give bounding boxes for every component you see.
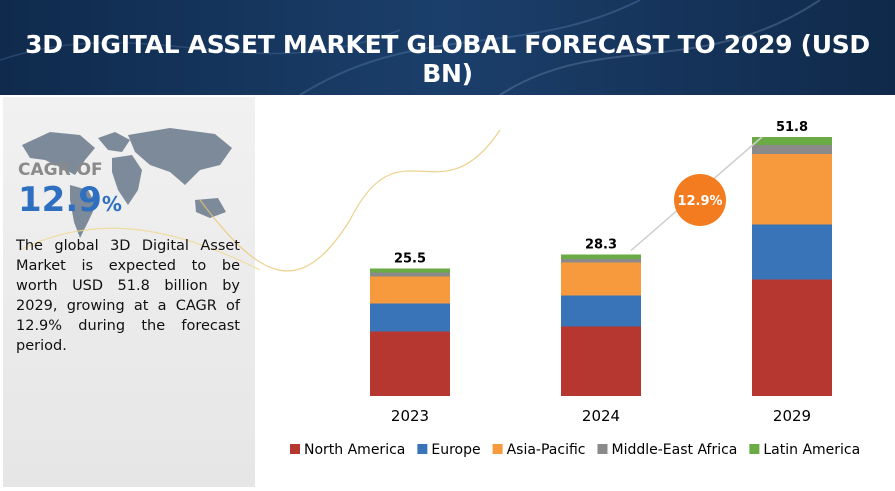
decor-curve [199,129,501,272]
bar-segment [370,331,450,396]
bar-segment [752,279,832,396]
bar-segment [370,303,450,332]
legend-swatch [749,444,760,454]
bar-segment [561,262,641,296]
legend-label: Europe [431,442,480,458]
bar-segment [752,154,832,225]
cagr-unit: % [101,192,122,216]
legend-label: Latin America [763,442,860,458]
annotation: 12.9% [677,194,722,209]
cagr-label: CAGR OF [18,160,103,180]
bar-segment [370,268,450,273]
bar-segment [561,295,641,327]
bar-segment [370,272,450,277]
legend-swatch [290,444,300,454]
x-tick-label: 2029 [773,407,811,425]
decor-curve [19,227,261,271]
header: 3D DIGITAL ASSET MARKET GLOBAL FORECAST … [0,0,895,95]
total-label: 25.5 [394,252,426,267]
header-decoration [0,0,821,95]
annotation-bubble [674,174,726,226]
total-label: 51.8 [776,120,808,135]
cagr-value: 12.9% [18,180,122,220]
bar-segment [561,326,641,396]
legend-label: North America [304,442,405,458]
x-tick-label: 2023 [391,407,429,425]
legend-swatch [417,444,428,454]
x-tick-label: 2024 [582,407,620,425]
bar-segment [752,145,832,154]
bar-segment [752,224,832,280]
title: 3D DIGITAL ASSET MARKET GLOBAL FORECAST … [25,30,870,88]
legend-label: Asia-Pacific [507,442,586,458]
cagr-number: 12.9 [18,180,102,220]
description: The global 3D Digital Asset Market is ex… [16,238,240,354]
legend-swatch [597,444,608,454]
legend-label: Middle-East Africa [611,442,737,458]
world-map [22,128,232,238]
legend-swatch [492,444,503,454]
bar-segment [561,254,641,259]
bar-segment [370,276,450,304]
bar-segment [752,137,832,145]
total-label: 28.3 [585,238,617,253]
bar-segment [561,259,641,263]
